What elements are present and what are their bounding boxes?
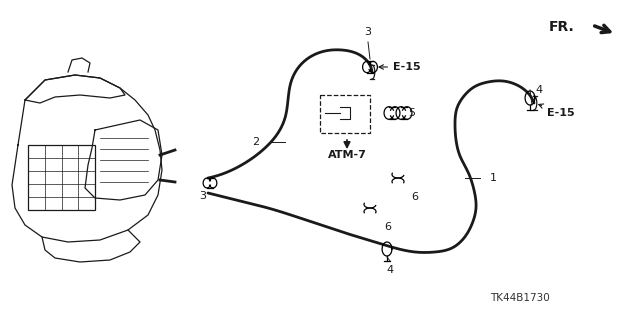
Text: 1: 1 — [490, 173, 497, 183]
Text: 2: 2 — [252, 137, 259, 147]
Text: 4: 4 — [535, 85, 542, 95]
Text: FR.: FR. — [548, 20, 574, 34]
Text: 3: 3 — [199, 191, 206, 201]
Text: 6: 6 — [412, 192, 419, 202]
Text: E-15: E-15 — [379, 62, 420, 72]
Bar — [28, 145, 95, 210]
Text: 4: 4 — [387, 265, 394, 275]
Text: E-15: E-15 — [539, 104, 575, 118]
Text: 5: 5 — [408, 108, 415, 118]
Text: ATM-7: ATM-7 — [328, 150, 367, 160]
Text: TK44B1730: TK44B1730 — [490, 293, 550, 303]
Bar — [320, 95, 370, 133]
Text: 3: 3 — [365, 27, 371, 37]
Text: 6: 6 — [385, 222, 392, 232]
